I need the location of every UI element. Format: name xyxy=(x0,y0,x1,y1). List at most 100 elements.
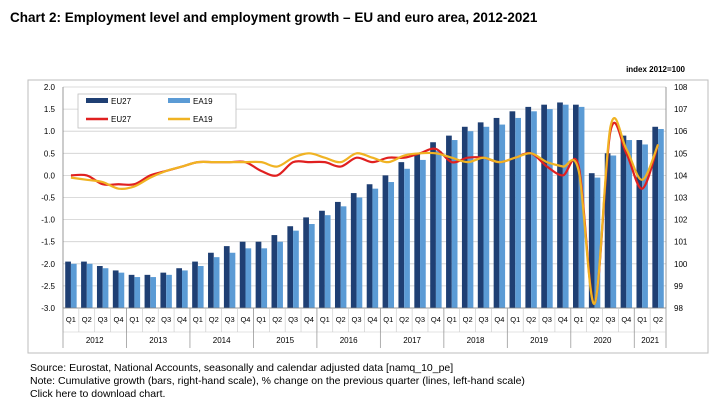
legend: EU27 EA19 EU27 EA19 xyxy=(77,93,237,129)
bar-eu27 xyxy=(636,140,643,308)
quarter-label: Q4 xyxy=(367,315,377,324)
quarter-label: Q4 xyxy=(114,315,124,324)
left-tick-label: 1.0 xyxy=(44,127,56,136)
bar-eu27 xyxy=(271,235,278,308)
legend-label: EU27 xyxy=(111,115,132,124)
quarter-label: Q2 xyxy=(336,315,346,324)
chart-frame xyxy=(27,79,709,354)
bar-eu27 xyxy=(446,135,452,308)
bar-ea19 xyxy=(261,248,268,308)
bar-eu27 xyxy=(176,268,183,308)
bar-eu27 xyxy=(461,126,468,308)
left-tick-label: 0.5 xyxy=(44,149,56,158)
bar-ea19 xyxy=(467,131,474,308)
bar-ea19 xyxy=(229,252,236,308)
bar-ea19 xyxy=(340,206,347,308)
year-label: 2016 xyxy=(340,336,358,345)
line-eu27 xyxy=(70,121,660,305)
quarter-label: Q1 xyxy=(320,315,330,324)
quarter-label: Q4 xyxy=(431,315,441,324)
year-label: 2014 xyxy=(213,336,231,345)
quarter-label: Q4 xyxy=(558,315,568,324)
chart-title: Chart 2: Employment level and employment… xyxy=(10,10,538,25)
legend-label: EA19 xyxy=(193,97,213,106)
bar-ea19 xyxy=(182,270,188,308)
quarter-label: Q2 xyxy=(145,315,155,324)
bar-ea19 xyxy=(245,248,252,308)
left-tick-label: -1.5 xyxy=(41,238,55,247)
bar-ea19 xyxy=(308,224,315,308)
bar-eu27 xyxy=(620,135,627,308)
bar-eu27 xyxy=(303,217,309,308)
bar-eu27 xyxy=(573,104,579,309)
bar-ea19 xyxy=(420,159,426,308)
quarter-label: Q3 xyxy=(225,315,235,324)
year-label: 2019 xyxy=(530,336,548,345)
bar-ea19 xyxy=(70,263,77,308)
right-tick-label: 103 xyxy=(674,194,688,203)
bar-ea19 xyxy=(610,155,617,308)
bar-eu27 xyxy=(604,153,611,308)
quarter-label: Q3 xyxy=(542,315,552,324)
right-tick-label: 105 xyxy=(674,149,688,158)
bar-ea19 xyxy=(626,140,633,308)
quarter-label: Q4 xyxy=(304,315,314,324)
bar-eu27 xyxy=(192,261,198,308)
bar-ea19 xyxy=(642,144,648,308)
year-label: 2021 xyxy=(641,336,659,345)
bar-ea19 xyxy=(293,230,299,308)
bar-eu27 xyxy=(112,270,119,308)
bar-eu27 xyxy=(414,153,421,308)
bar-ea19 xyxy=(166,274,172,308)
bar-eu27 xyxy=(382,175,389,308)
legend-label: EU27 xyxy=(111,97,132,106)
year-label: 2013 xyxy=(149,336,167,345)
quarter-label: Q2 xyxy=(463,315,473,324)
year-label: 2018 xyxy=(467,336,485,345)
source-note: Source: Eurostat, National Accounts, sea… xyxy=(30,362,454,374)
bar-ea19 xyxy=(578,106,585,308)
bar-ea19 xyxy=(483,126,490,308)
bar-eu27 xyxy=(430,142,436,308)
bar-eu27 xyxy=(287,226,294,308)
right-tick-label: 104 xyxy=(674,171,688,180)
bar-ea19 xyxy=(435,151,442,308)
line-ea19 xyxy=(70,117,660,305)
left-tick-label: -0.5 xyxy=(41,194,55,203)
quarter-label: Q3 xyxy=(479,315,489,324)
bar-eu27 xyxy=(557,102,563,308)
right-tick-label: 101 xyxy=(674,238,688,247)
quarter-label: Q3 xyxy=(352,315,362,324)
bar-ea19 xyxy=(451,140,458,308)
year-label: 2015 xyxy=(276,336,294,345)
quarter-label: Q4 xyxy=(177,315,187,324)
bar-eu27 xyxy=(128,274,135,308)
quarter-label: Q1 xyxy=(383,315,393,324)
bar-ea19 xyxy=(372,188,379,308)
right-tick-label: 99 xyxy=(674,282,683,291)
bar-eu27 xyxy=(81,261,87,308)
right-tick-label: 100 xyxy=(674,260,688,269)
right-tick-label: 106 xyxy=(674,127,688,136)
bar-ea19 xyxy=(546,109,553,308)
bar-ea19 xyxy=(197,266,204,308)
bar-ea19 xyxy=(562,104,569,309)
bar-eu27 xyxy=(398,162,405,308)
quarter-label: Q3 xyxy=(605,315,615,324)
quarter-label: Q4 xyxy=(240,315,250,324)
bar-ea19 xyxy=(388,182,395,308)
year-label: 2017 xyxy=(403,336,421,345)
quarter-label: Q4 xyxy=(494,315,504,324)
right-tick-label: 107 xyxy=(674,105,688,114)
quarter-label: Q1 xyxy=(510,315,520,324)
legend-swatch-bar xyxy=(168,98,190,103)
quarter-label: Q1 xyxy=(129,315,139,324)
bar-eu27 xyxy=(541,104,547,309)
bar-eu27 xyxy=(366,184,373,308)
bar-eu27 xyxy=(96,266,103,308)
download-link[interactable]: Click here to download chart. xyxy=(30,388,166,400)
quarter-label: Q3 xyxy=(415,315,425,324)
legend-swatch-bar xyxy=(86,98,108,103)
bar-ea19 xyxy=(102,268,109,308)
